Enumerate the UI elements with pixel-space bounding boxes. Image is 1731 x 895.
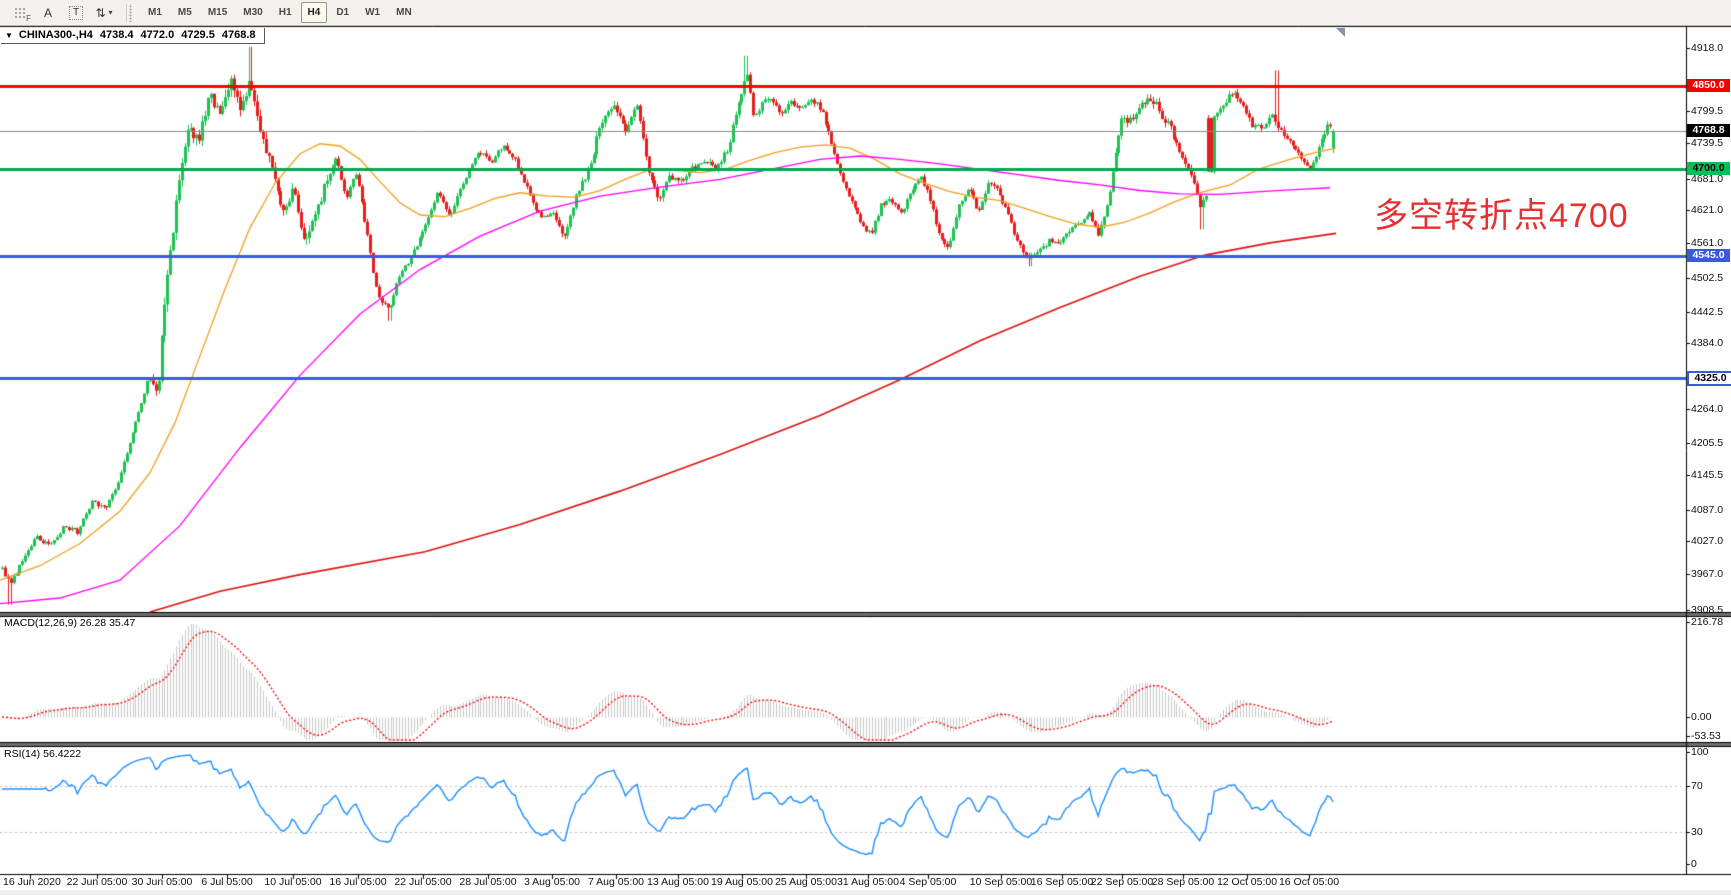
- time-axis-label: 3 Aug 05:00: [523, 876, 581, 888]
- macd-name: MACD(12,26,9): [4, 617, 77, 629]
- time-axis-label: 16 Oct 05:00: [1278, 876, 1340, 888]
- text-a-tool-icon: A: [43, 5, 52, 20]
- price-axis-label: 4264.0: [1691, 403, 1724, 415]
- time-axis-label: 4 Sep 05:00: [899, 876, 957, 888]
- rsi-axis-label: 70: [1691, 780, 1703, 792]
- price-axis-label: 3908.5: [1691, 604, 1724, 616]
- price-line-tag: 4768.8: [1687, 124, 1730, 138]
- macd-axis-label: 216.78: [1691, 616, 1724, 628]
- top-toolbar: F A T ⇅ ▾ M1 M5 M15 M30 H1 H4 D1 W1 MN: [0, 0, 1731, 26]
- rsi-indicator-label: RSI(14) 56.4222: [4, 748, 81, 760]
- time-axis-label: 7 Aug 05:00: [587, 876, 645, 888]
- collapse-triangle-icon: ▼: [5, 30, 13, 40]
- chart-title[interactable]: ▼ CHINA300-,H4 4738.4 4772.0 4729.5 4768…: [1, 28, 265, 44]
- timeframe-button-m30[interactable]: M30: [243, 7, 263, 18]
- macd-axis-label: 0.00: [1691, 711, 1712, 723]
- time-axis-label: 31 Aug 05:00: [837, 876, 899, 888]
- time-axis-label: 30 Jun 05:00: [131, 876, 193, 888]
- time-axis-label: 16 Jul 05:00: [329, 876, 387, 888]
- chart-symbol-period: CHINA300-,H4: [18, 29, 93, 41]
- price-axis-label: 4561.0: [1691, 237, 1724, 249]
- ohlc-close: 4768.8: [221, 29, 256, 41]
- price-axis-label: 4205.5: [1691, 437, 1724, 449]
- price-axis-label: 4145.5: [1691, 469, 1724, 481]
- time-axis-label: 16 Jun 2020: [3, 876, 61, 888]
- time-axis-label: 28 Sep 05:00: [1151, 876, 1215, 888]
- price-axis-label: 4384.0: [1691, 337, 1724, 349]
- timeframe-button-h1[interactable]: H1: [278, 7, 292, 18]
- status-strip: [0, 890, 1731, 895]
- price-axis-label: 4087.0: [1691, 504, 1724, 516]
- grid-f-tool[interactable]: F: [7, 2, 33, 24]
- price-axis-label: 4681.0: [1691, 173, 1724, 185]
- price-axis-label: 4739.5: [1691, 137, 1724, 149]
- timeframe-button-m5[interactable]: M5: [177, 7, 192, 18]
- dropdown-caret-icon: ▾: [108, 8, 113, 17]
- macd-signal-value: 35.47: [109, 617, 136, 629]
- time-axis-label: 6 Jul 05:00: [201, 876, 253, 888]
- price-axis-label: 4442.5: [1691, 306, 1724, 318]
- time-axis-label: 16 Sep 05:00: [1030, 876, 1094, 888]
- price-axis-label: 4918.0: [1691, 42, 1724, 54]
- time-axis-label: 22 Sep 05:00: [1090, 876, 1154, 888]
- price-line-tag: 4850.0: [1687, 78, 1730, 92]
- time-axis-label: 22 Jun 05:00: [66, 876, 128, 888]
- swap-arrows-tool[interactable]: ⇅ ▾: [91, 2, 117, 24]
- time-axis-label: 28 Jul 05:00: [459, 876, 517, 888]
- price-axis-label: 4799.5: [1691, 105, 1724, 117]
- timeframe-button-h4[interactable]: H4: [300, 2, 328, 23]
- rsi-axis-label: 0: [1691, 858, 1697, 870]
- rsi-axis-label: 100: [1691, 746, 1709, 758]
- t-frame-icon: T: [68, 5, 84, 20]
- rsi-name: RSI(14): [4, 748, 41, 760]
- toolbar-separator: [126, 3, 135, 22]
- price-axis-label: 3967.0: [1691, 568, 1724, 580]
- time-axis-label: 13 Aug 05:00: [647, 876, 709, 888]
- timeframe-button-m1[interactable]: M1: [148, 7, 162, 18]
- chart-shift-marker-icon[interactable]: [1336, 28, 1345, 37]
- timeframe-button-d1[interactable]: D1: [336, 7, 350, 18]
- price-axis-label: 4621.0: [1691, 204, 1724, 216]
- price-line-tag: 4545.0: [1687, 248, 1730, 262]
- f-mark: F: [26, 13, 31, 23]
- ohlc-high: 4772.0: [140, 29, 175, 41]
- ohlc-open: 4738.4: [99, 29, 134, 41]
- macd-main-value: 26.28: [79, 617, 107, 629]
- macd-axis-label: -53.53: [1691, 730, 1721, 742]
- time-axis-label: 12 Oct 05:00: [1216, 876, 1278, 888]
- time-axis-label: 10 Jul 05:00: [264, 876, 322, 888]
- ohlc-low: 4729.5: [181, 29, 215, 41]
- macd-indicator-label: MACD(12,26,9) 26.28 35.47: [4, 617, 135, 629]
- grid-dots-icon: [13, 6, 27, 19]
- timeframe-button-mn[interactable]: MN: [396, 7, 412, 18]
- price-line-tag: 4325.0: [1687, 371, 1731, 387]
- time-axis-label: 25 Aug 05:00: [775, 876, 837, 888]
- time-axis-label: 22 Jul 05:00: [394, 876, 452, 888]
- annotation-text: 多空转折点4700: [1374, 197, 1629, 235]
- time-axis-label: 19 Aug 05:00: [711, 876, 773, 888]
- time-axis-label: 10 Sep 05:00: [969, 876, 1033, 888]
- timeframe-button-w1[interactable]: W1: [365, 7, 381, 18]
- rsi-axis-label: 30: [1691, 826, 1703, 838]
- price-line-tag: 4700.0: [1687, 162, 1730, 176]
- swap-arrows-tool-icon: ⇅: [95, 5, 106, 20]
- text-a-tool[interactable]: A: [35, 2, 61, 24]
- rsi-value: 56.4222: [43, 748, 82, 760]
- timeframe-button-m15[interactable]: M15: [207, 7, 228, 18]
- text-frame-tool[interactable]: T: [63, 2, 89, 24]
- price-axis-label: 4502.5: [1691, 272, 1724, 284]
- price-axis-label: 4027.0: [1691, 535, 1724, 547]
